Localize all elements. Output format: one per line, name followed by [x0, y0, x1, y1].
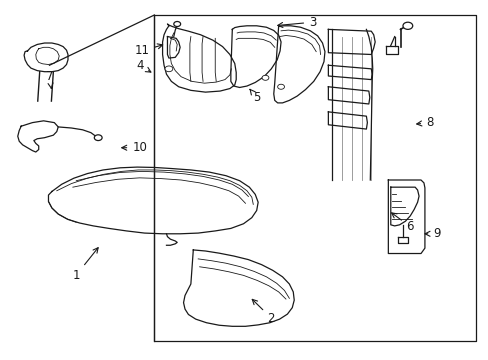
Text: 4: 4: [136, 59, 151, 72]
Text: 11: 11: [134, 44, 163, 57]
Text: 10: 10: [122, 141, 147, 154]
Circle shape: [262, 75, 268, 80]
Text: 7: 7: [45, 69, 53, 89]
Text: 8: 8: [416, 116, 432, 129]
Text: 5: 5: [249, 89, 260, 104]
Circle shape: [173, 22, 180, 27]
Circle shape: [402, 22, 412, 30]
Text: 9: 9: [424, 227, 440, 240]
Text: 2: 2: [252, 300, 275, 325]
Text: 1: 1: [72, 248, 98, 282]
Circle shape: [277, 84, 284, 89]
Text: 3: 3: [277, 16, 316, 29]
Circle shape: [94, 135, 102, 140]
Circle shape: [164, 66, 172, 72]
Text: 6: 6: [391, 213, 413, 233]
